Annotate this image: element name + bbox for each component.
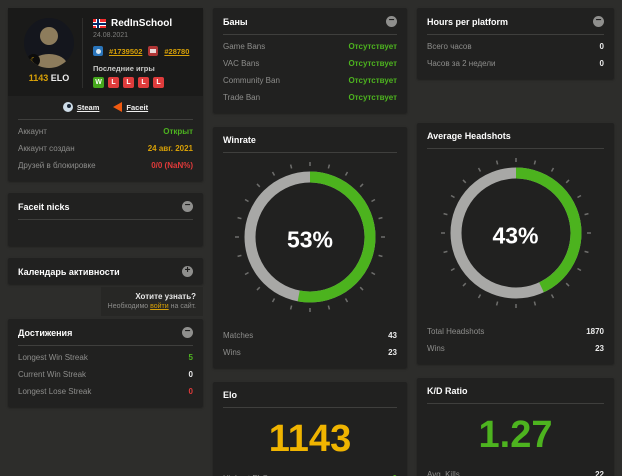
tooltip-title: Хотите узнать? [135, 292, 196, 301]
elo-label: ELO [50, 73, 70, 83]
avatar-level-badge-icon: ☾ [27, 54, 40, 67]
collapse-button[interactable]: − [593, 16, 604, 27]
steam-icon [62, 102, 73, 112]
login-tooltip: Хотите узнать? Необходимо войти на сайт. [100, 287, 203, 316]
faceit-nicks-title: Faceit nicks [18, 201, 70, 212]
platform-links: Steam Faceit [8, 96, 203, 119]
blocked-friends-row: Друзей в блокировке 0/0 (NaN%) [18, 161, 193, 170]
platform-id-icon [148, 46, 159, 56]
account-created-value: 24 авг. 2021 [147, 144, 193, 153]
bans-panel: Баны − Game Bans Отсутствует VAC Bans От… [213, 8, 407, 113]
avatar-silhouette-head [40, 27, 58, 45]
divider [427, 148, 604, 149]
hours-title: Hours per platform [427, 16, 509, 27]
achievements-panel: Достижения − Longest Win Streak 5 Curren… [8, 319, 203, 407]
registration-date: 24.08.2021 [93, 32, 129, 39]
steam-link[interactable]: Steam [62, 102, 99, 112]
login-link[interactable]: войти [150, 303, 169, 310]
steam-id-icon [93, 46, 103, 56]
avg-kills-row: Avg. Kills 22 [427, 470, 604, 476]
elo-value: 1143 [28, 73, 49, 83]
headshots-title: Average Headshots [427, 131, 511, 141]
elo-line: 1143 ELO [29, 73, 70, 83]
total-headshots-row: Total Headshots 1870 [427, 327, 604, 336]
activity-calendar-panel: Календарь активности + [8, 258, 203, 284]
total-hours-row: Всего часов 0 [427, 42, 604, 51]
winrate-percent: 53% [286, 226, 334, 252]
player-name: RedInSchool [111, 18, 173, 29]
longest-win-streak-row: Longest Win Streak 5 [18, 353, 193, 362]
account-status-value: Открыт [163, 127, 193, 136]
matches-row: Matches 43 [223, 331, 397, 340]
elo-panel: Elo 1143 Highest ELO 0 Lowest ELO 0 Avg.… [213, 382, 407, 476]
hours-2-weeks-row: Часов за 2 недели 0 [427, 59, 604, 68]
wins-row: Wins 23 [223, 348, 397, 357]
game-result-badge: L [108, 77, 119, 88]
faceit-nicks-panel: Faceit nicks − [8, 193, 203, 246]
current-win-streak-row: Current Win Streak 0 [18, 370, 193, 379]
game-result-badge: L [123, 77, 134, 88]
hours-panel: Hours per platform − Всего часов 0 Часов… [417, 8, 614, 79]
achievements-title: Достижения [18, 327, 73, 338]
left-column: ☾ 1143 ELO RedInSchool 24.08.2021 [8, 8, 203, 476]
headshots-gauge: 43% [436, 153, 596, 318]
winrate-gauge: 53% [230, 157, 390, 322]
account-status-row: Аккаунт Открыт [18, 127, 193, 136]
right-column: Hours per platform − Всего часов 0 Часов… [417, 8, 614, 476]
middle-column: Баны − Game Bans Отсутствует VAC Bans От… [213, 8, 407, 476]
game-result-badge: L [153, 77, 164, 88]
tooltip-text: Необходимо войти на сайт. [107, 303, 196, 310]
divider [427, 34, 604, 35]
kd-panel: K/D Ratio 1.27 Avg. Kills 22 Avg. Deaths… [417, 378, 614, 476]
profile-header-box: ☾ 1143 ELO RedInSchool 24.08.2021 [8, 8, 203, 96]
winrate-title: Winrate [223, 135, 256, 145]
elo-big-value: 1143 [268, 418, 352, 460]
headshots-percent: 43% [492, 222, 539, 248]
divider [18, 345, 193, 346]
collapse-button[interactable]: − [386, 16, 397, 27]
vac-bans-row: VAC Bans Отсутствует [223, 59, 397, 68]
kd-title: K/D Ratio [427, 386, 468, 396]
divider [223, 34, 397, 35]
norway-flag-icon [93, 19, 106, 28]
community-ban-row: Community Ban Отсутствует [223, 76, 397, 85]
game-result-badge: W [93, 77, 104, 88]
highest-elo-row: Highest ELO 0 [213, 470, 407, 476]
blocked-friends-value: 0/0 (NaN%) [151, 161, 193, 170]
second-id-link[interactable]: #28780 [164, 46, 190, 56]
profile-panel: ☾ 1143 ELO RedInSchool 24.08.2021 [8, 8, 203, 181]
kd-big-value: 1.27 [478, 414, 553, 456]
expand-button[interactable]: + [182, 266, 193, 277]
account-created-row: Аккаунт создан 24 авг. 2021 [18, 144, 193, 153]
hs-wins-row: Wins 23 [427, 344, 604, 353]
faceit-link[interactable]: Faceit [113, 102, 148, 112]
longest-lose-streak-row: Longest Lose Streak 0 [18, 387, 193, 396]
recent-games-badges: W L L L L [93, 77, 195, 88]
game-result-badge: L [138, 77, 149, 88]
game-bans-row: Game Bans Отсутствует [223, 42, 397, 51]
collapse-button[interactable]: − [182, 327, 193, 338]
avatar: ☾ [24, 18, 74, 68]
steam-id-link[interactable]: #1739502 [109, 46, 143, 56]
faceit-icon [113, 102, 123, 112]
profile-info: RedInSchool 24.08.2021 #1739502 #28780 П… [82, 18, 195, 88]
divider [223, 152, 397, 153]
divider [223, 407, 397, 408]
divider [18, 219, 193, 220]
divider [427, 403, 604, 404]
headshots-panel: Average Headshots 43% Total Headshots 18… [417, 123, 614, 364]
divider [18, 119, 193, 120]
collapse-button[interactable]: − [182, 201, 193, 212]
elo-title: Elo [223, 390, 238, 400]
recent-games-label: Последние игры [93, 64, 155, 73]
avatar-column: ☾ 1143 ELO [16, 18, 82, 88]
bans-title: Баны [223, 16, 248, 27]
activity-calendar-title: Календарь активности [18, 266, 120, 277]
winrate-panel: Winrate 53% Matches 43 Wins 23 [213, 127, 407, 368]
avatar-silhouette-torso [31, 54, 67, 68]
trade-ban-row: Trade Ban Отсутствует [223, 93, 397, 102]
